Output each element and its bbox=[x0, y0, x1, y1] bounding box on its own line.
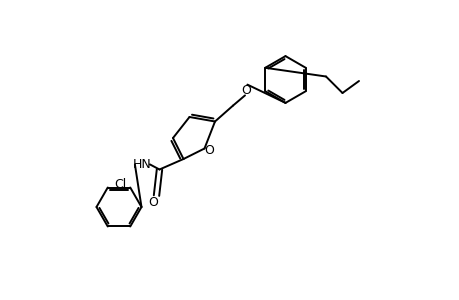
Text: HN: HN bbox=[133, 158, 151, 171]
Text: O: O bbox=[148, 196, 157, 209]
Text: O: O bbox=[241, 83, 251, 97]
Text: Cl: Cl bbox=[114, 178, 127, 191]
Text: O: O bbox=[203, 143, 213, 157]
